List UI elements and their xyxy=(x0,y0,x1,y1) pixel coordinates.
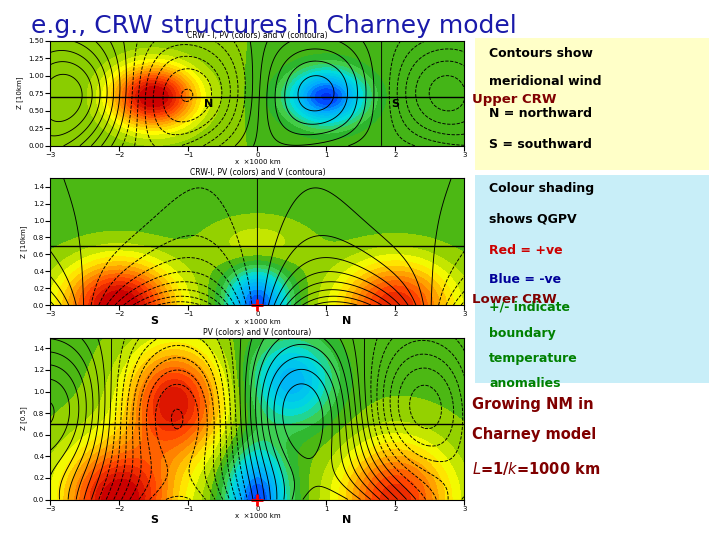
Text: e.g., CRW structures in Charney model: e.g., CRW structures in Charney model xyxy=(31,14,516,37)
Text: Contours show: Contours show xyxy=(490,47,593,60)
Text: S = southward: S = southward xyxy=(490,138,592,151)
Text: S: S xyxy=(392,99,400,109)
Text: N: N xyxy=(343,515,352,525)
Text: shows QGPV: shows QGPV xyxy=(490,213,577,226)
Text: temperature: temperature xyxy=(490,352,578,365)
X-axis label: x  ×1000 km: x ×1000 km xyxy=(235,159,280,165)
Text: $L$=1/$k$=1000 km: $L$=1/$k$=1000 km xyxy=(472,460,600,477)
Text: N = northward: N = northward xyxy=(490,106,593,119)
Text: Lower CRW: Lower CRW xyxy=(472,293,557,306)
Text: N: N xyxy=(343,316,352,326)
Text: Charney model: Charney model xyxy=(472,427,596,442)
X-axis label: x  ×1000 km: x ×1000 km xyxy=(235,513,280,519)
Text: Colour shading: Colour shading xyxy=(490,182,595,195)
Y-axis label: Z [0.5]: Z [0.5] xyxy=(21,407,27,430)
Text: S: S xyxy=(150,515,158,525)
Text: Upper CRW: Upper CRW xyxy=(472,93,556,106)
Text: meridional wind: meridional wind xyxy=(490,75,602,88)
Title: CRW-I, PV (colors) and V (contoura): CRW-I, PV (colors) and V (contoura) xyxy=(189,168,325,178)
Text: N: N xyxy=(204,99,214,109)
Text: Red = +ve: Red = +ve xyxy=(490,244,563,257)
Text: Blue = -ve: Blue = -ve xyxy=(490,273,562,286)
Y-axis label: Z [10km]: Z [10km] xyxy=(21,225,27,258)
Text: S: S xyxy=(150,316,158,326)
Title: CRW - I, PV (colors) and V (contoura): CRW - I, PV (colors) and V (contoura) xyxy=(187,31,328,40)
Text: boundary: boundary xyxy=(490,327,556,340)
X-axis label: x  ×1000 km: x ×1000 km xyxy=(235,319,280,325)
Text: anomalies: anomalies xyxy=(490,377,561,390)
Text: Growing NM in: Growing NM in xyxy=(472,397,593,412)
Text: +/- indicate: +/- indicate xyxy=(490,300,570,313)
Y-axis label: Z [10km]: Z [10km] xyxy=(16,77,23,110)
Title: PV (colors) and V (contoura): PV (colors) and V (contoura) xyxy=(203,328,312,337)
